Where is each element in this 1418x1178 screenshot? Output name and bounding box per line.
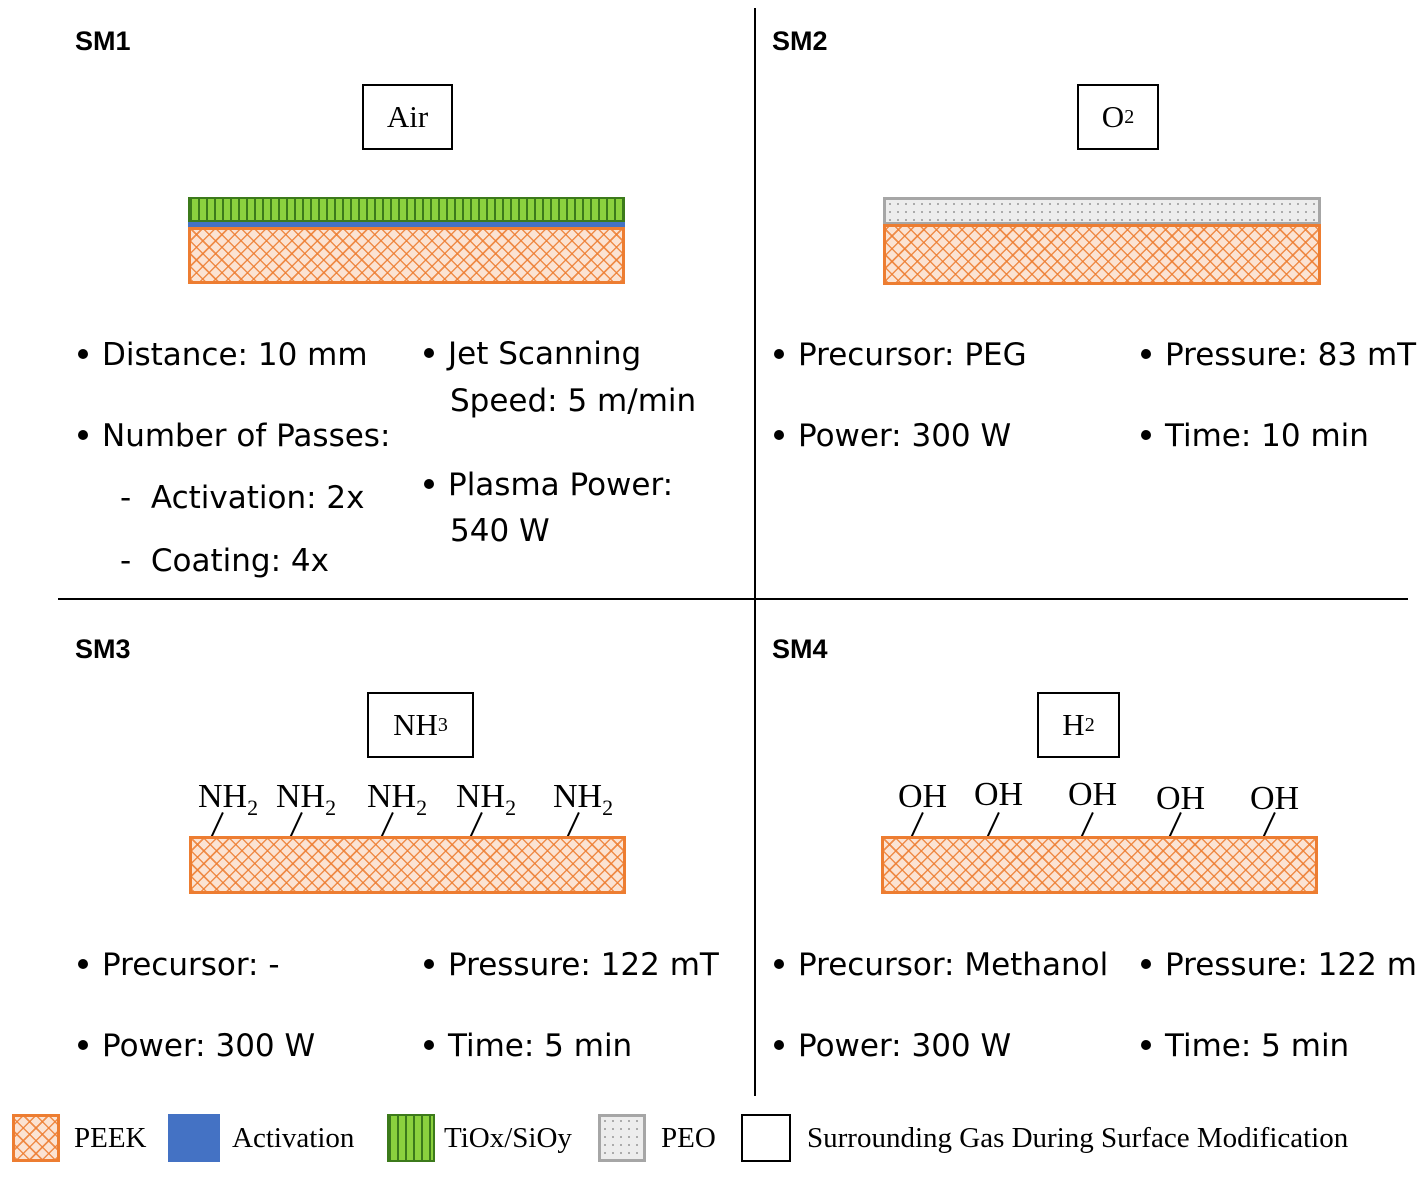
nh2-group: NH2 [456, 778, 517, 820]
bullet-precursor: Precursor: - [78, 942, 280, 988]
bullet-plasma-power-cont: 540 W [450, 513, 550, 549]
panel-title: SM3 [75, 634, 131, 664]
sub-activation: - Activation: 2x [120, 480, 365, 516]
gas-label: Air [386, 99, 429, 134]
oh-group: OH [1156, 780, 1206, 817]
legend-swatch-gas [741, 1114, 791, 1162]
tiox-coating-layer [188, 197, 625, 222]
sub-coating: - Coating: 4x [120, 543, 329, 579]
legend-swatch-peek [12, 1114, 60, 1162]
oh-group: OH [974, 776, 1024, 813]
peek-substrate [883, 224, 1321, 285]
peo-coating-layer [883, 197, 1321, 225]
legend-label-peo: PEO [661, 1122, 716, 1154]
bullet-power: Power: 300 W [78, 1023, 315, 1069]
vertical-divider [754, 8, 756, 1096]
nh2-group: NH2 [198, 778, 259, 820]
bullet-pressure: Pressure: 122 mT [424, 942, 719, 988]
gas-box-air: Air [362, 84, 453, 150]
bond-line [1080, 812, 1094, 839]
panel-title: SM2 [772, 26, 828, 56]
bullet-pressure: Pressure: 83 mT [1141, 332, 1416, 378]
bullet-plasma-power: Plasma Power: [424, 462, 673, 508]
legend: PEEK Activation TiOx/SiOy PEO Surroundin… [0, 1110, 1418, 1170]
legend-label-gas: Surrounding Gas During Surface Modificat… [807, 1122, 1349, 1154]
bullet-jet-scanning-cont: Speed: 5 m/min [450, 383, 697, 419]
panel-sm1: SM1 Air Distance: 10 mm Number of Passes… [0, 0, 754, 598]
panel-title: SM4 [772, 634, 828, 664]
legend-label-activation: Activation [232, 1122, 355, 1154]
bullet-power: Power: 300 W [774, 413, 1011, 459]
legend-swatch-activation [168, 1114, 220, 1162]
bullet-jet-scanning: Jet Scanning [424, 331, 641, 377]
bullet-power: Power: 300 W [774, 1023, 1011, 1069]
legend-swatch-peo [598, 1114, 646, 1162]
panel-title: SM1 [75, 26, 131, 56]
bullet-passes: Number of Passes: [78, 413, 390, 459]
activation-layer [188, 222, 625, 227]
peek-substrate [881, 836, 1318, 894]
peek-substrate [188, 227, 625, 284]
bullet-time: Time: 5 min [1141, 1023, 1349, 1069]
bullet-time: Time: 5 min [424, 1023, 632, 1069]
bullet-distance: Distance: 10 mm [78, 332, 368, 378]
bullet-pressure: Pressure: 122 m [1141, 942, 1417, 988]
legend-label-tiox: TiOx/SiOy [444, 1122, 572, 1154]
panel-sm3: SM3 NH 3 NH2 NH2 NH2 NH2 NH2 Precursor: -… [0, 600, 754, 1096]
nh2-group: NH2 [367, 778, 428, 820]
nh2-group: NH2 [276, 778, 337, 820]
bullet-precursor: Precursor: PEG [774, 332, 1027, 378]
bullet-time: Time: 10 min [1141, 413, 1369, 459]
legend-swatch-tiox [387, 1114, 435, 1162]
oh-group: OH [1068, 776, 1118, 813]
legend-label-peek: PEEK [74, 1122, 147, 1154]
nh2-group: NH2 [553, 778, 614, 820]
horizontal-divider [58, 598, 1408, 600]
oh-group: OH [898, 778, 948, 815]
bond-line [986, 812, 1000, 839]
bullet-precursor: Precursor: Methanol [774, 942, 1108, 988]
peek-substrate [189, 836, 626, 894]
gas-box-nh3: NH 3 [367, 692, 474, 758]
oh-group: OH [1250, 780, 1300, 817]
